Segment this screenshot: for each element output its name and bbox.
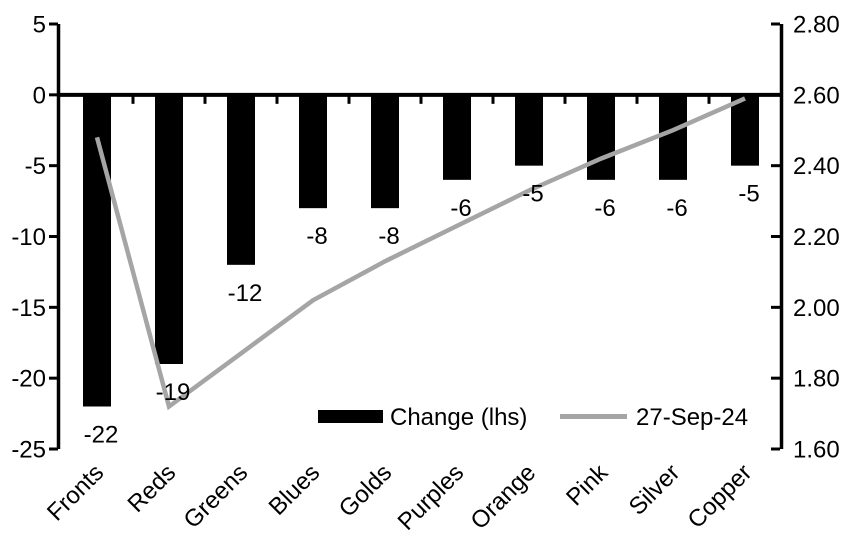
line-series-27-sep-24	[94, 96, 746, 411]
left-axis-tick-label: -20	[11, 366, 46, 393]
left-axis-tick-label: -10	[11, 224, 46, 251]
bar-data-label: -8	[378, 223, 399, 250]
legend-bar-swatch	[318, 410, 383, 423]
bar-fronts	[83, 94, 111, 407]
category-label-silver: Silver	[624, 459, 686, 521]
bar-data-label: -6	[666, 195, 687, 222]
bar-pink	[587, 94, 615, 180]
left-axis-tick-label: -5	[25, 153, 46, 180]
bar-data-label: -19	[156, 379, 191, 406]
bar-data-label: -22	[84, 422, 119, 449]
category-label-pink: Pink	[561, 458, 614, 511]
bar-data-label: -6	[594, 195, 615, 222]
category-label-purples: Purples	[393, 459, 470, 536]
bar-data-label: -12	[228, 280, 263, 307]
bar-purples	[443, 94, 471, 180]
category-label-copper: Copper	[682, 459, 757, 534]
right-axis-tick-label: 2.00	[793, 295, 840, 322]
category-label-blues: Blues	[264, 459, 326, 521]
bar-greens	[227, 94, 255, 265]
bar-golds	[371, 94, 399, 209]
bar-copper	[731, 94, 759, 166]
right-axis-tick-label: 2.40	[793, 153, 840, 180]
left-axis-tick-label: -15	[11, 295, 46, 322]
bar-data-label: -8	[306, 223, 327, 250]
bar-silver	[659, 94, 687, 180]
left-axis-tick-label: 0	[33, 82, 46, 109]
left-axis-tick-label: 5	[33, 12, 46, 39]
category-label-orange: Orange	[466, 459, 542, 535]
right-axis-tick-label: 2.80	[793, 12, 840, 39]
bar-data-label: -6	[450, 195, 471, 222]
bar-data-label: -5	[522, 181, 543, 208]
right-axis-tick-label: 2.20	[793, 224, 840, 251]
category-label-fronts: Fronts	[42, 459, 109, 526]
bar-blues	[299, 94, 327, 209]
legend-label-change-lhs: Change (lhs)	[390, 404, 527, 431]
left-axis-tick-label: -25	[11, 437, 46, 464]
category-label-reds: Reds	[123, 459, 182, 518]
right-axis-tick-label: 1.60	[793, 437, 840, 464]
category-label-golds: Golds	[334, 459, 397, 522]
legend-label-27-sep-24: 27-Sep-24	[636, 404, 748, 431]
category-label-greens: Greens	[178, 459, 253, 534]
bar-reds	[155, 94, 183, 364]
right-axis-tick-label: 1.80	[793, 366, 840, 393]
right-axis-tick-label: 2.60	[793, 82, 840, 109]
bar-data-label: -5	[738, 181, 759, 208]
bar-orange	[515, 94, 543, 166]
